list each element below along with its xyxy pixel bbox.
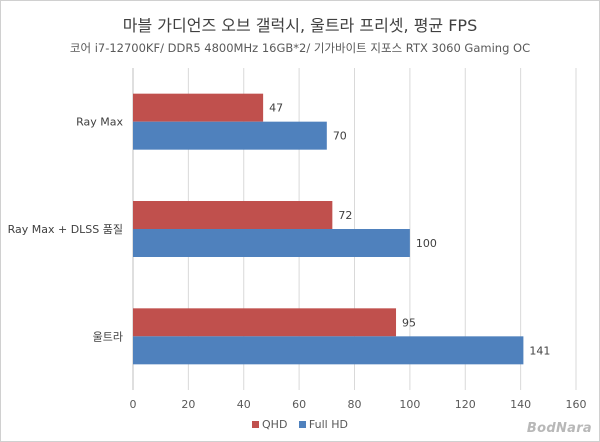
legend-item-qhd: QHD <box>252 418 287 431</box>
legend-label-fullhd: Full HD <box>308 418 348 431</box>
legend-swatch-fullhd <box>298 421 306 428</box>
x-tick-label: 20 <box>181 398 195 411</box>
watermark-logo: BodNara <box>526 421 592 436</box>
legend: QHD Full HD <box>0 418 600 431</box>
x-tick-label: 120 <box>455 398 476 411</box>
x-tick-label: 100 <box>399 398 420 411</box>
data-label-fullhd: 70 <box>333 130 347 143</box>
x-tick-label: 160 <box>566 398 587 411</box>
x-tick-label: 60 <box>292 398 306 411</box>
bar-fullhd <box>133 121 327 150</box>
chart-title: 마블 가디언즈 오브 갤럭시, 울트라 프리셋, 평균 FPS <box>122 16 478 35</box>
bar-fullhd <box>133 336 524 365</box>
legend-label-qhd: QHD <box>262 418 288 431</box>
x-tick-label: 80 <box>348 398 362 411</box>
x-tick-label: 0 <box>130 398 137 411</box>
data-label-fullhd: 100 <box>416 237 437 250</box>
legend-item-fullhd: Full HD <box>298 418 348 431</box>
chart-subtitle: 코어 i7-12700KF/ DDR5 4800MHz 16GB*2/ 기가바이… <box>69 41 531 55</box>
category-label: Ray Max + DLSS 품질 <box>8 223 123 236</box>
data-label-qhd: 95 <box>402 316 416 329</box>
bar-qhd <box>133 308 397 337</box>
data-label-qhd: 47 <box>269 102 283 115</box>
x-tick-label: 40 <box>237 398 251 411</box>
x-tick-label: 140 <box>510 398 531 411</box>
bar-qhd <box>133 93 264 122</box>
data-label-fullhd: 141 <box>529 344 550 357</box>
data-label-qhd: 72 <box>338 209 352 222</box>
category-label: 울트라 <box>93 330 123 343</box>
bar-fullhd <box>133 229 410 257</box>
category-label: Ray Max <box>76 116 123 129</box>
legend-swatch-qhd <box>252 421 260 428</box>
bar-qhd <box>133 201 333 229</box>
